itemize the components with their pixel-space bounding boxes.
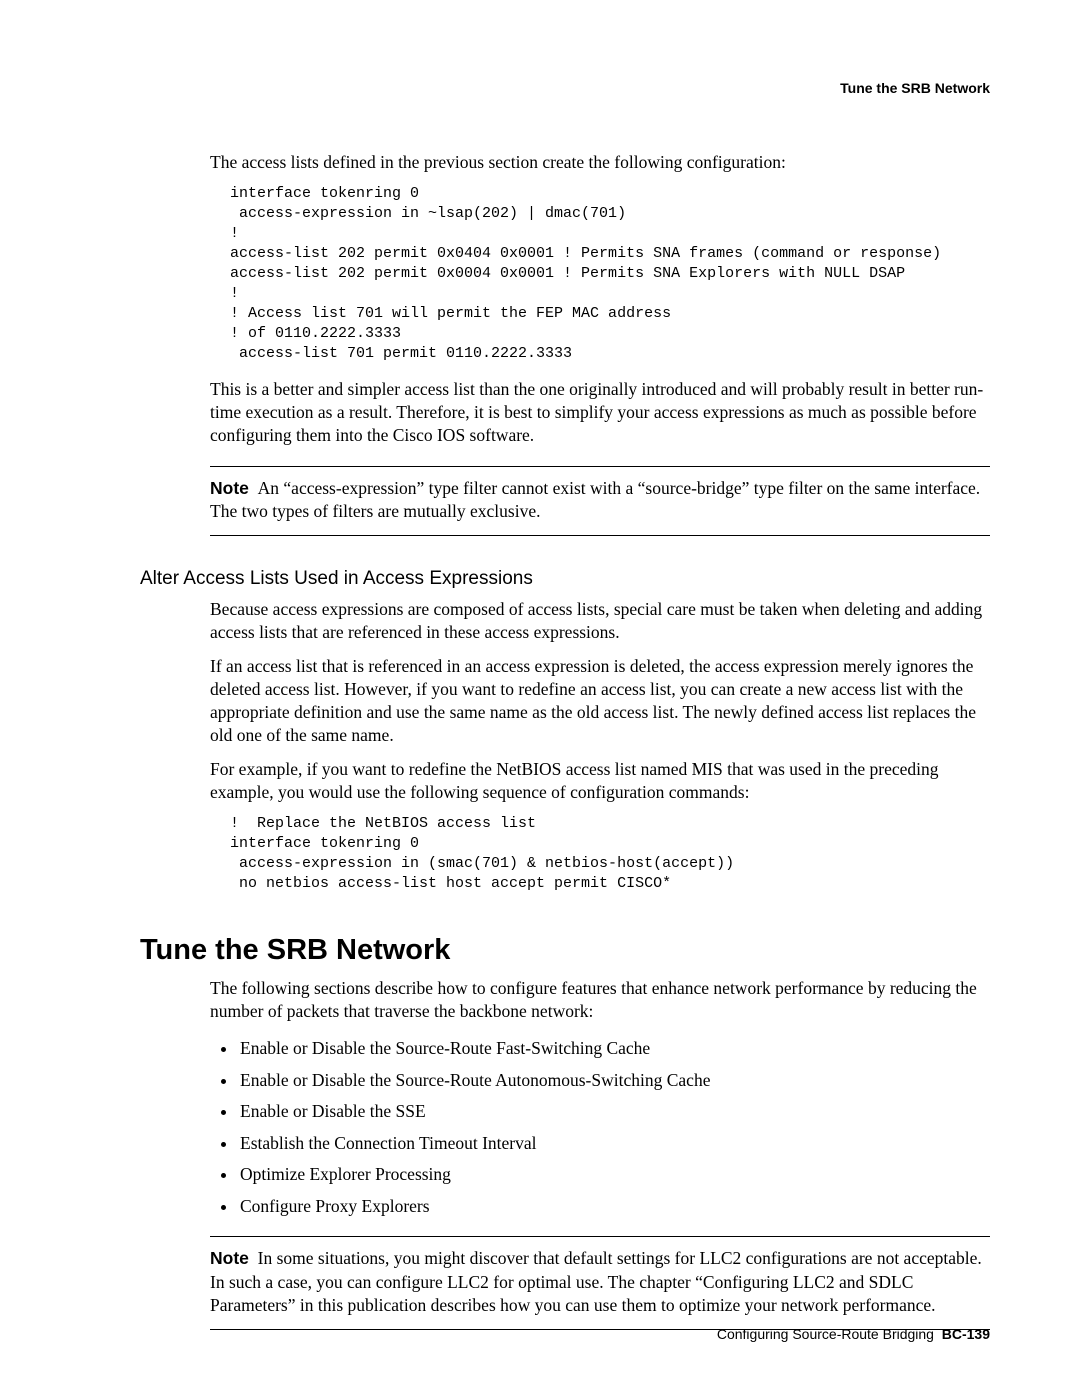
note-2: Note In some situations, you might disco… [210, 1247, 990, 1317]
paragraph-2: This is a better and simpler access list… [210, 378, 990, 448]
code-block-1: interface tokenring 0 access-expression … [230, 184, 990, 363]
intro-paragraph: The access lists defined in the previous… [210, 151, 990, 174]
list-item: Enable or Disable the Source-Route Auton… [238, 1065, 990, 1097]
hr-note2-top [210, 1236, 990, 1237]
note-1-label: Note [210, 478, 249, 498]
footer-page: BC-139 [942, 1326, 990, 1342]
list-item: Enable or Disable the SSE [238, 1096, 990, 1128]
paragraph-5: For example, if you want to redefine the… [210, 758, 990, 805]
note-2-text: In some situations, you might discover t… [210, 1248, 982, 1315]
running-head: Tune the SRB Network [140, 80, 990, 96]
list-item: Establish the Connection Timeout Interva… [238, 1128, 990, 1160]
footer: Configuring Source-Route Bridging BC-139 [717, 1326, 990, 1342]
note-2-label: Note [210, 1248, 249, 1268]
list-item: Configure Proxy Explorers [238, 1191, 990, 1223]
note-1-text: An “access-expression” type filter canno… [210, 478, 980, 521]
paragraph-3: Because access expressions are composed … [210, 598, 990, 645]
sub-heading-alter: Alter Access Lists Used in Access Expres… [140, 568, 990, 590]
footer-text: Configuring Source-Route Bridging [717, 1326, 934, 1342]
list-item: Enable or Disable the Source-Route Fast-… [238, 1033, 990, 1065]
main-heading: Tune the SRB Network [140, 934, 990, 967]
bullet-list: Enable or Disable the Source-Route Fast-… [210, 1033, 990, 1222]
list-item: Optimize Explorer Processing [238, 1159, 990, 1191]
hr-note1-bottom [210, 535, 990, 536]
note-1: Note An “access-expression” type filter … [210, 477, 990, 524]
code-block-2: ! Replace the NetBIOS access list interf… [230, 814, 990, 894]
page-container: Tune the SRB Network The access lists de… [0, 0, 1080, 1397]
hr-note1-top [210, 466, 990, 467]
paragraph-6: The following sections describe how to c… [210, 977, 990, 1024]
paragraph-4: If an access list that is referenced in … [210, 655, 990, 748]
